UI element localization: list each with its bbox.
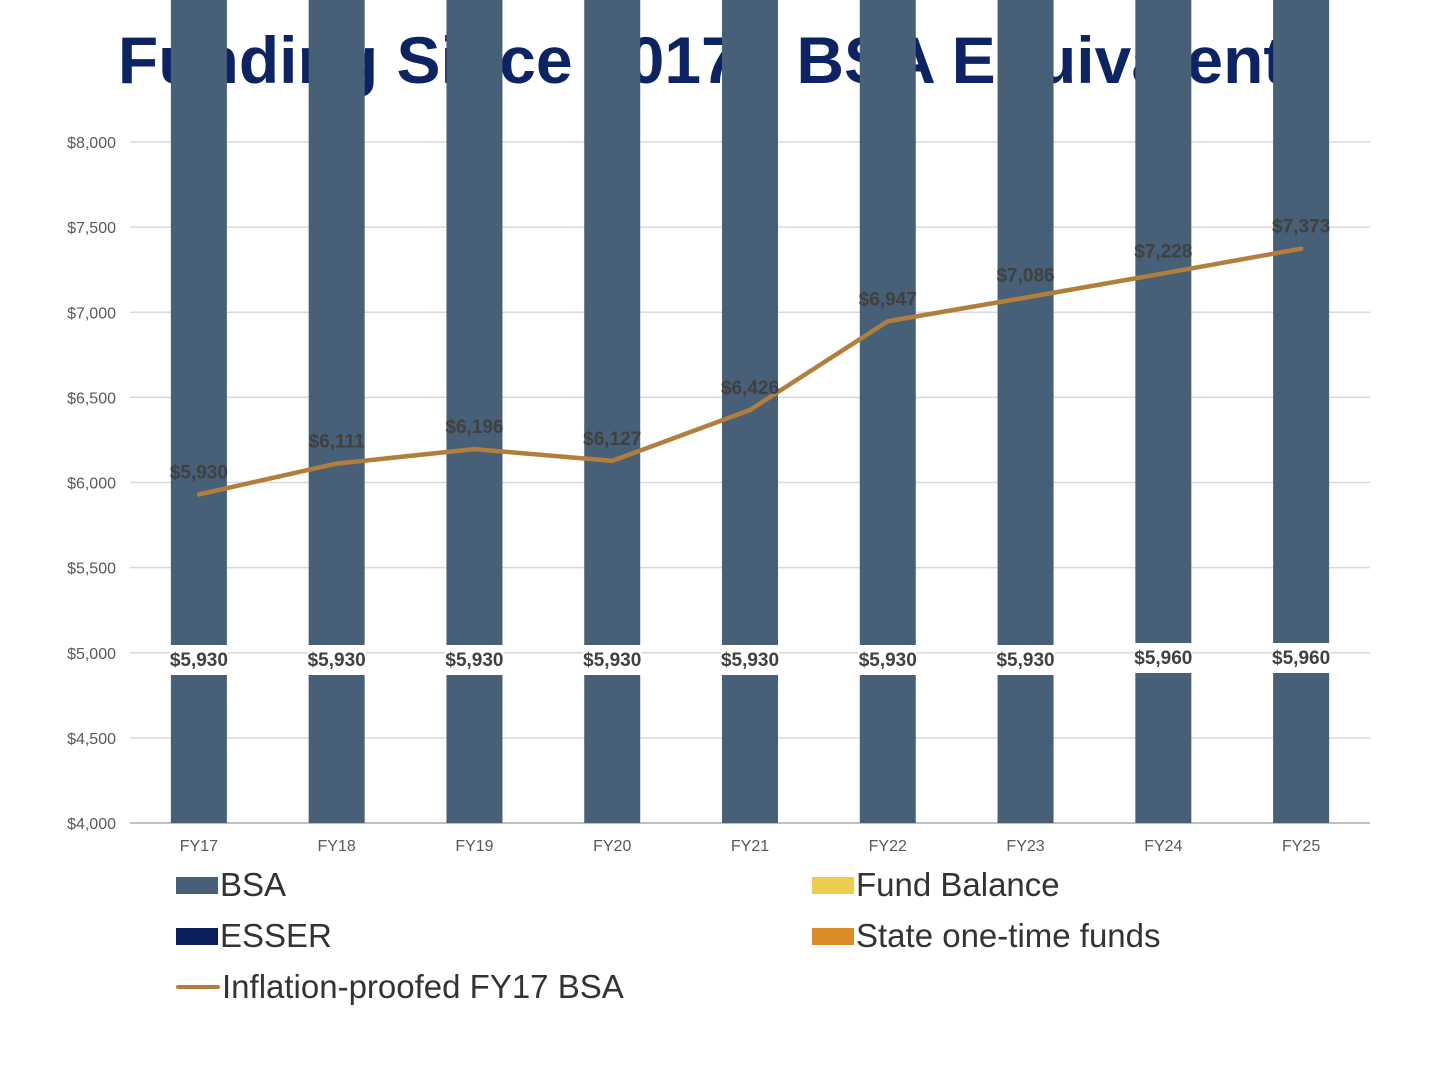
legend-item-bsa: BSA [176,866,286,904]
y-tick-label: $8,000 [67,135,116,152]
legend-swatch-fund-balance [812,876,854,894]
bar-segment-bsa [446,0,503,824]
legend-swatch-state-one-time-funds [812,927,854,945]
x-tick-label: FY17 [180,838,218,855]
line-data-label: $7,228 [1134,241,1192,262]
legend-item-fund-balance: Fund Balance [812,866,1060,904]
bar-data-label: $5,930 [859,650,917,671]
bar-data-label: $5,930 [170,650,228,671]
bsa-label-background [721,645,779,675]
legend-label-state-one-time-funds: State one-time funds [856,917,1161,954]
legend-item-inflation-proofed: Inflation-proofed FY17 BSA [176,968,624,1006]
y-tick-label: $6,000 [67,476,116,493]
bar-labels: $5,930 $5,930 $5,930 $5,930 $5,930 $5,930 $5,9… [169,643,1331,675]
bar-data-label: $5,930 [721,650,779,671]
line-data-label: $6,947 [859,289,917,310]
bsa-label-background [169,645,228,675]
legend-label-bsa: BSA [220,866,287,903]
bar-data-label: $5,930 [308,650,366,671]
x-tick-label: FY23 [1006,838,1044,855]
line-data-label: $6,426 [721,378,779,399]
bar-segment-bsa [170,0,227,824]
legend-item-state-one-time-funds: State one-time funds [812,917,1161,955]
x-tick-label: FY22 [869,838,907,855]
y-tick-label: $4,500 [67,731,116,748]
bar-segment-bsa [997,0,1054,824]
y-tick-label: $6,500 [67,390,116,407]
bar-segment-bsa [859,0,916,824]
y-tick-label: $7,500 [67,220,116,237]
bar-data-label: $5,930 [583,650,641,671]
bar-segment-bsa [1135,0,1192,823]
legend-label-inflation-proofed: Inflation-proofed FY17 BSA [222,968,624,1005]
bars [170,0,1330,824]
line-data-label: $7,373 [1272,217,1330,238]
legend-label-esser: ESSER [220,917,332,954]
y-axis: $4,000 $4,500 $5,000 $5,500 $6,000 $6,500 $7,0… [67,135,116,833]
bsa-label-background [996,645,1055,675]
legend-swatch-bsa [176,876,218,894]
x-tick-label: FY21 [731,838,769,855]
bar-data-label: $5,930 [996,650,1054,671]
line-data-label: $6,196 [445,417,503,438]
bar-segment-bsa [308,0,365,824]
y-tick-label: $7,000 [67,305,116,322]
x-tick-label: FY24 [1144,838,1182,855]
bar-segment-bsa [1273,0,1330,823]
line-data-label: $5,930 [170,462,228,483]
x-tick-label: FY18 [318,838,356,855]
bar-data-label: $5,930 [445,650,503,671]
y-tick-label: $5,000 [67,646,116,663]
bar-segment-bsa [584,0,641,824]
legend-label-fund-balance: Fund Balance [856,866,1060,903]
legend-swatch-esser [176,927,218,945]
bsa-label-background [445,645,504,675]
bsa-label-background [307,645,366,675]
bar-data-label: $5,960 [1272,648,1330,669]
x-tick-label: FY19 [455,838,493,855]
inflation-line-labels: $5,930 $6,111 $6,196 $6,127 $6,426 $6,947 $7,0… [170,217,1330,484]
x-tick-label: FY20 [593,838,631,855]
bsa-label-background [858,645,917,675]
bsa-label-background [1134,643,1193,673]
legend-swatch-inflation-proofed [176,985,220,989]
bsa-label-background [583,645,642,675]
x-tick-label: FY25 [1282,838,1320,855]
line-data-label: $7,086 [996,266,1054,287]
x-axis: FY17 FY18 FY19 FY20 FY21 FY22 FY23 FY24 FY25 [180,838,1321,855]
y-tick-label: $4,000 [67,816,116,833]
line-data-label: $6,111 [309,432,365,453]
bsa-label-background [1272,643,1331,673]
y-tick-label: $5,500 [67,561,116,578]
inflation-line-path [196,246,1304,497]
bar-data-label: $5,960 [1134,648,1192,669]
legend-item-esser: ESSER [176,917,332,955]
stacked-bar-chart: $4,000 $4,500 $5,000 $5,500 $6,000 $6,500 $7,0… [67,0,1370,855]
line-data-label: $6,127 [583,429,641,450]
inflation-line [196,246,1304,497]
